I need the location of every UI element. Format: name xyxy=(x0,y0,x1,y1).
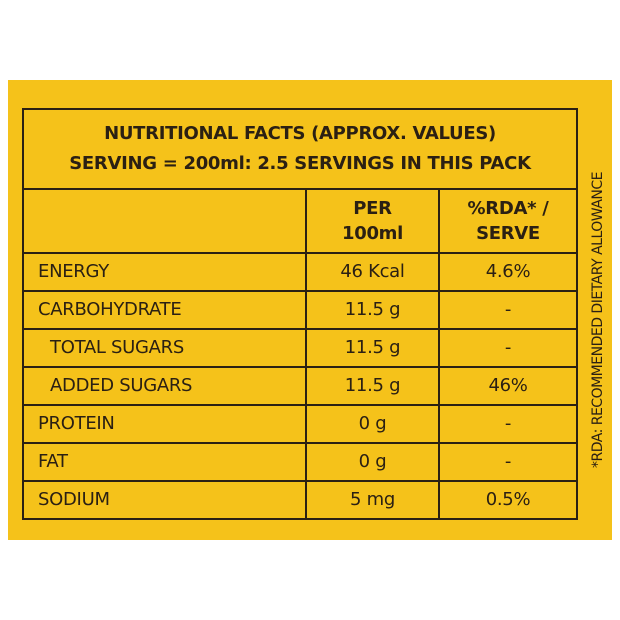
per-100ml-value: 0 g xyxy=(305,442,440,482)
nutrient-name: FAT xyxy=(22,442,307,482)
rda-footnote-text: *RDA: RECOMMENDED DIETARY ALLOWANCE xyxy=(590,171,606,469)
header-rda-per-serve: %RDA* / SERVE xyxy=(437,188,579,254)
rda-value: 46% xyxy=(437,366,579,406)
rda-value: - xyxy=(437,290,579,330)
per-100ml-value: 0 g xyxy=(305,404,440,444)
column-header-row: PER 100ml %RDA* / SERVE xyxy=(22,188,579,254)
nutrient-name: PROTEIN xyxy=(22,404,307,444)
nutrient-name: SODIUM xyxy=(22,480,307,520)
rda-value: 0.5% xyxy=(437,480,579,520)
table-row-added-sugars: ADDED SUGARS 11.5 g 46% xyxy=(22,366,579,406)
nutrition-facts-table: NUTRITIONAL FACTS (APPROX. VALUES) SERVI… xyxy=(21,108,579,520)
title-line-1: NUTRITIONAL FACTS (APPROX. VALUES) xyxy=(104,123,496,144)
table-row-carbohydrate: CARBOHYDRATE 11.5 g - xyxy=(22,290,579,330)
per-100ml-value: 5 mg xyxy=(305,480,440,520)
table-row-sodium: SODIUM 5 mg 0.5% xyxy=(22,480,579,520)
table-row-protein: PROTEIN 0 g - xyxy=(22,404,579,444)
nutrient-name: ENERGY xyxy=(22,252,307,292)
per-100ml-value: 46 Kcal xyxy=(305,252,440,292)
rda-value: 4.6% xyxy=(437,252,579,292)
rda-value: - xyxy=(437,442,579,482)
table-title: NUTRITIONAL FACTS (APPROX. VALUES) SERVI… xyxy=(21,108,579,190)
header-per-100ml: PER 100ml xyxy=(305,188,440,254)
per-100ml-value: 11.5 g xyxy=(305,366,440,406)
table-row-fat: FAT 0 g - xyxy=(22,442,579,482)
header-per-100ml-line1: PER xyxy=(353,198,392,219)
header-rda-line1: %RDA* / xyxy=(467,198,549,219)
header-nutrient-blank xyxy=(22,188,307,254)
nutrient-name: ADDED SUGARS xyxy=(22,366,307,406)
rda-value: - xyxy=(437,328,579,368)
header-per-100ml-line2: 100ml xyxy=(342,223,403,244)
nutrient-name: TOTAL SUGARS xyxy=(22,328,307,368)
nutrient-name: CARBOHYDRATE xyxy=(22,290,307,330)
table-row-energy: ENERGY 46 Kcal 4.6% xyxy=(22,252,579,292)
table-row-total-sugars: TOTAL SUGARS 11.5 g - xyxy=(22,328,579,368)
rda-value: - xyxy=(437,404,579,444)
per-100ml-value: 11.5 g xyxy=(305,290,440,330)
title-line-2: SERVING = 200ml: 2.5 SERVINGS IN THIS PA… xyxy=(69,153,531,174)
per-100ml-value: 11.5 g xyxy=(305,328,440,368)
header-rda-line2: SERVE xyxy=(476,223,540,244)
